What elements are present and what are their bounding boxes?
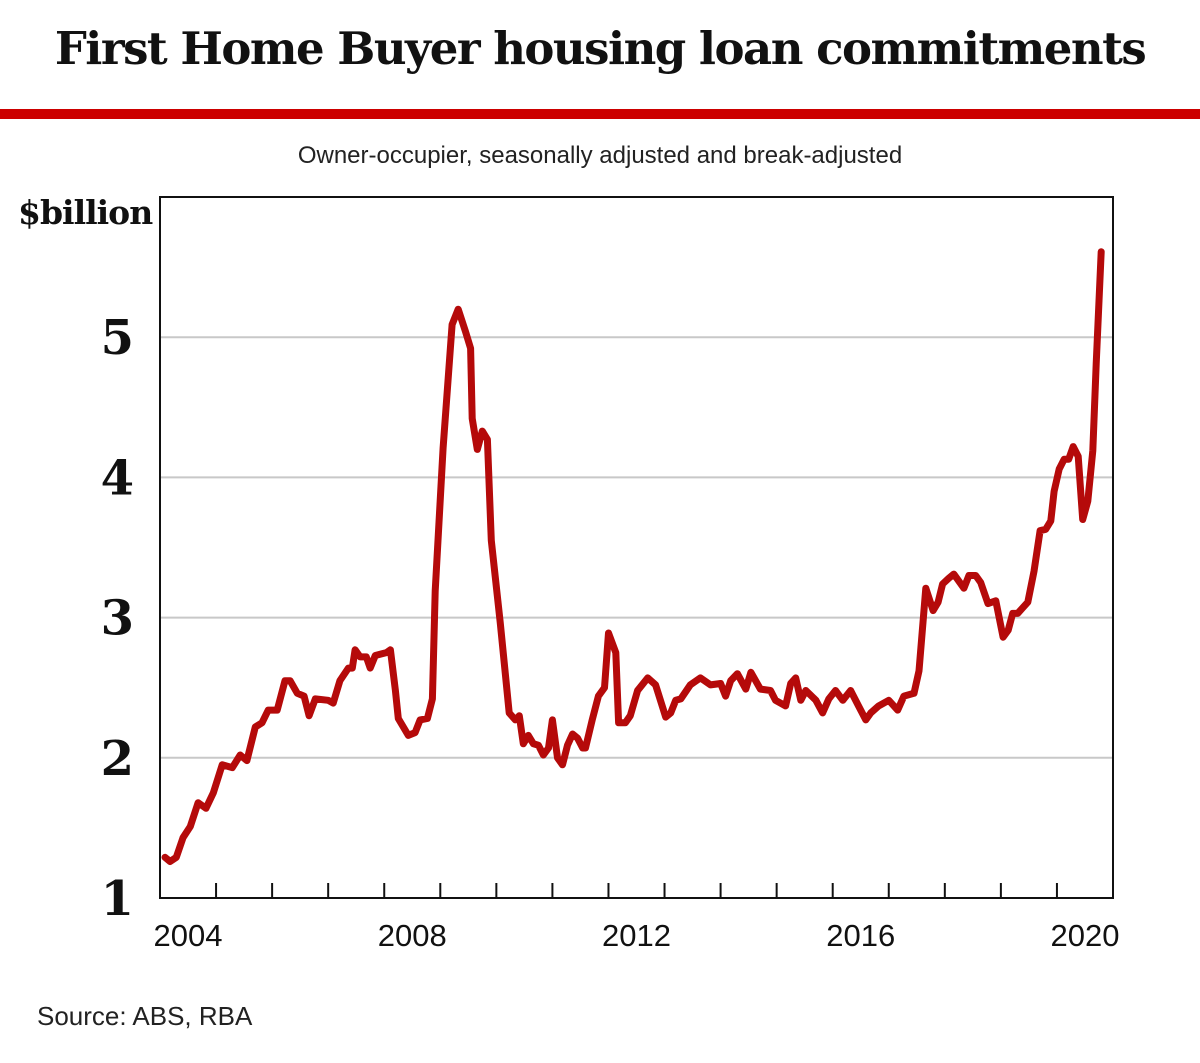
y-axis-label: $billion xyxy=(18,193,153,232)
x-tick-label: 2008 xyxy=(378,918,447,953)
x-tick-label: 2012 xyxy=(602,918,671,953)
x-tick-label: 2016 xyxy=(826,918,895,953)
chart-subtitle: Owner-occupier, seasonally adjusted and … xyxy=(297,142,903,169)
x-tick-label: 2020 xyxy=(1050,918,1119,953)
y-tick-labels: 1 2 3 4 5 xyxy=(101,310,134,927)
y-tick-label: 4 xyxy=(101,450,134,506)
series-line xyxy=(161,248,1105,865)
y-tick-label: 5 xyxy=(101,310,134,366)
chart-title: First Home Buyer housing loan commitment… xyxy=(54,22,1147,75)
y-tick-label: 1 xyxy=(101,871,134,927)
y-tick-label: 2 xyxy=(101,731,134,787)
x-tick-label: 2004 xyxy=(154,918,223,953)
x-ticks: 2004 2008 2012 2016 2020 xyxy=(154,883,1119,953)
source-note: Source: ABS, RBA xyxy=(37,1001,253,1031)
title-divider xyxy=(0,109,1200,119)
gridlines xyxy=(160,336,1113,759)
y-tick-label: 3 xyxy=(101,591,134,647)
plot-frame xyxy=(159,196,1114,899)
